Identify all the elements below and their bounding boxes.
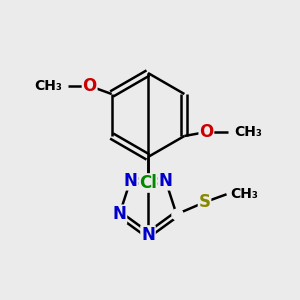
Text: N: N bbox=[159, 172, 172, 190]
Text: O: O bbox=[82, 77, 97, 95]
Text: N: N bbox=[141, 226, 155, 244]
Text: CH₃: CH₃ bbox=[230, 187, 258, 201]
Text: Cl: Cl bbox=[139, 174, 157, 192]
Text: CH₃: CH₃ bbox=[34, 79, 61, 93]
Text: S: S bbox=[199, 193, 211, 211]
Text: N: N bbox=[112, 205, 126, 223]
Text: O: O bbox=[199, 123, 214, 141]
Text: N: N bbox=[123, 172, 137, 190]
Text: CH₃: CH₃ bbox=[234, 125, 262, 139]
